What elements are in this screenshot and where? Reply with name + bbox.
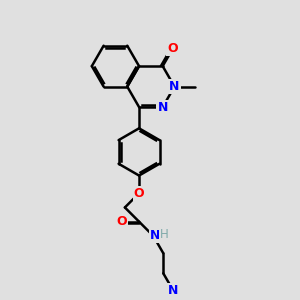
Text: N: N <box>158 100 168 114</box>
Text: O: O <box>167 42 178 55</box>
Text: N: N <box>149 230 160 242</box>
Text: O: O <box>117 215 128 228</box>
Text: N: N <box>169 80 180 93</box>
Text: H: H <box>160 229 169 242</box>
Text: O: O <box>134 187 144 200</box>
Text: N: N <box>168 284 178 297</box>
